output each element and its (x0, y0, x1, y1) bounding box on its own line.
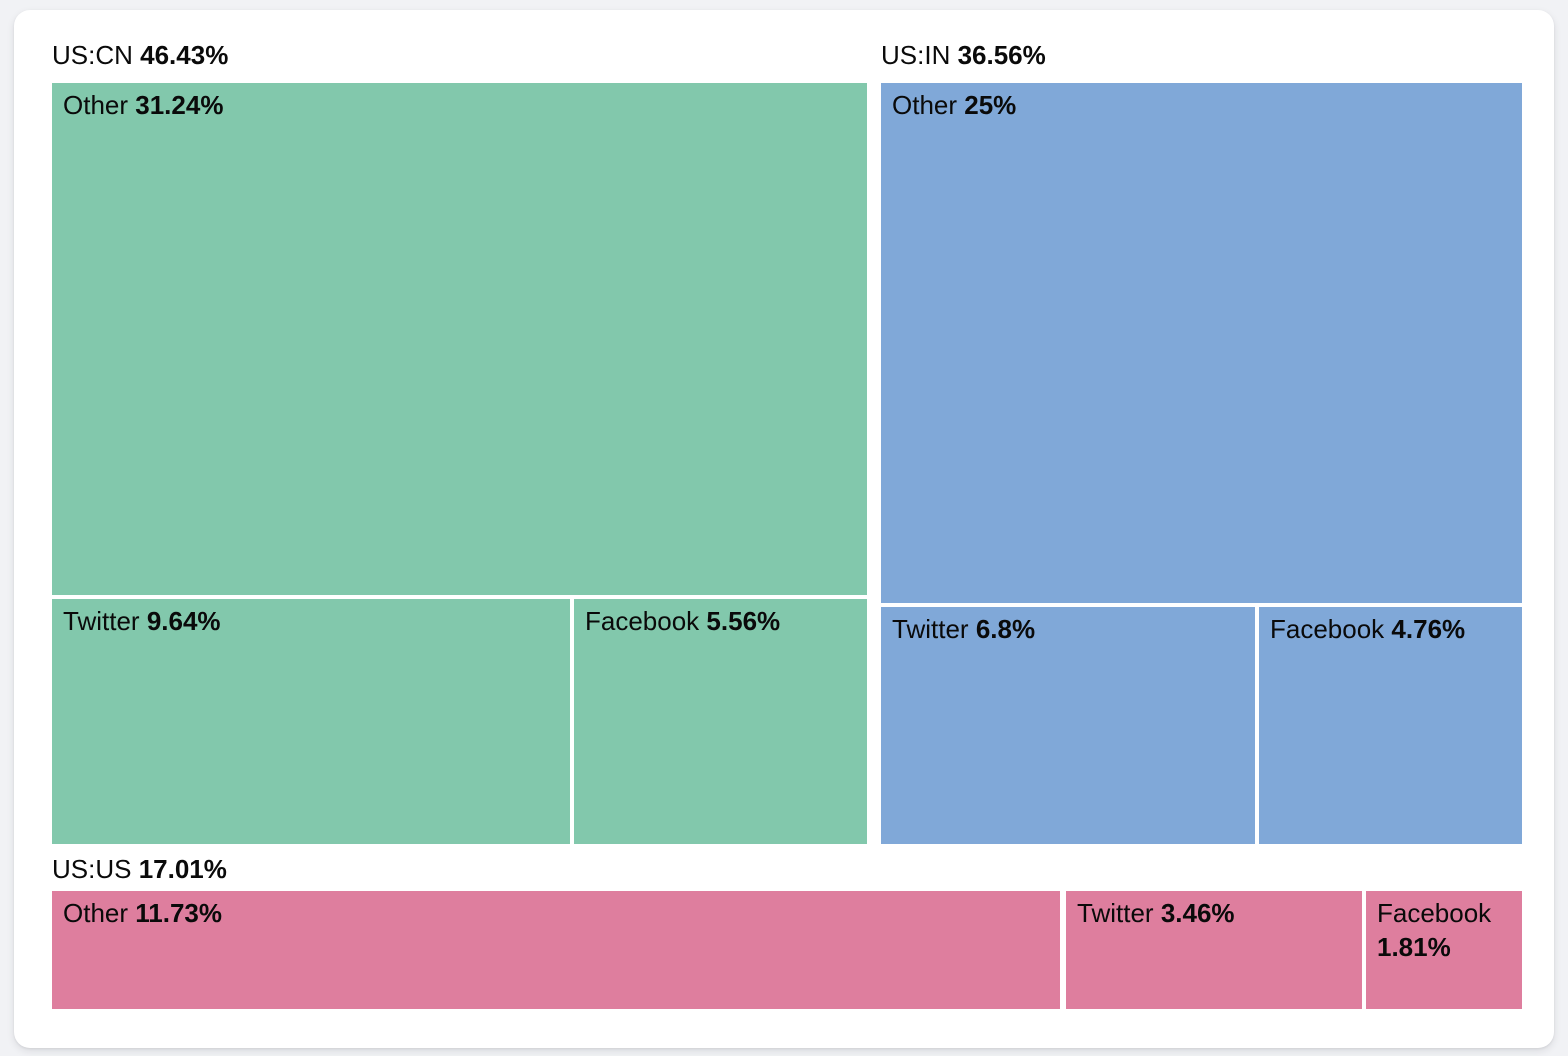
group-label: US:CN (52, 40, 133, 70)
tile-value: 9.64% (146, 606, 221, 636)
treemap-tile-us-cn-twitter[interactable]: Twitter 9.64% (52, 599, 570, 844)
tile-value: 4.76% (1391, 614, 1466, 644)
group-header-us-cn: US:CN 46.43% (52, 39, 228, 71)
treemap-tile-us-cn-facebook[interactable]: Facebook 5.56% (574, 599, 867, 844)
group-value: 36.56% (957, 40, 1046, 70)
tile-value: 1.81% (1377, 932, 1451, 962)
tile-label: Other (63, 90, 129, 120)
tile-label: Facebook (1270, 614, 1385, 644)
tile-value: 3.46% (1160, 898, 1235, 928)
treemap-chart-card: US:CN 46.43% Other 31.24% Twitter 9.64% … (14, 10, 1554, 1048)
group-value: 46.43% (140, 40, 229, 70)
group-label: US:US (52, 854, 132, 884)
group-header-us-in: US:IN 36.56% (881, 39, 1046, 71)
treemap-tile-us-in-twitter[interactable]: Twitter 6.8% (881, 607, 1255, 844)
tile-label: Facebook (585, 606, 700, 636)
tile-value: 31.24% (135, 90, 224, 120)
treemap-tile-us-us-twitter[interactable]: Twitter 3.46% (1066, 891, 1362, 1009)
tile-value: 25% (964, 90, 1017, 120)
group-value: 17.01% (138, 854, 227, 884)
group-label: US:IN (881, 40, 951, 70)
tile-label: Twitter (63, 606, 140, 636)
tile-label: Facebook (1377, 898, 1492, 928)
treemap-tile-us-us-facebook[interactable]: Facebook 1.81% (1366, 891, 1522, 1009)
tile-label: Twitter (1077, 898, 1154, 928)
treemap-tile-us-us-other[interactable]: Other 11.73% (52, 891, 1060, 1009)
tile-value: 5.56% (706, 606, 781, 636)
tile-label: Twitter (892, 614, 969, 644)
tile-label: Other (892, 90, 958, 120)
treemap-tile-us-in-other[interactable]: Other 25% (881, 83, 1522, 603)
treemap-tile-us-in-facebook[interactable]: Facebook 4.76% (1259, 607, 1522, 844)
tile-label: Other (63, 898, 129, 928)
tile-value: 6.8% (975, 614, 1036, 644)
group-header-us-us: US:US 17.01% (52, 853, 227, 885)
treemap-tile-us-cn-other[interactable]: Other 31.24% (52, 83, 867, 595)
tile-value: 11.73% (135, 898, 223, 928)
